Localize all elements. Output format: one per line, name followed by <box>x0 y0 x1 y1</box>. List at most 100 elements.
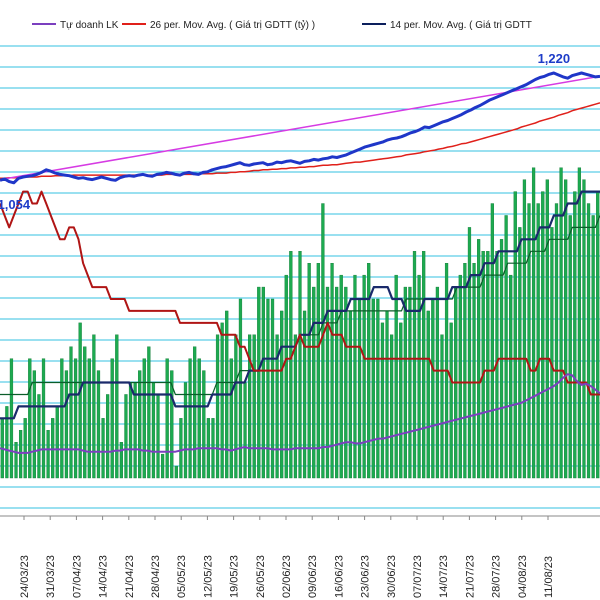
bar <box>234 334 238 479</box>
x-tick-label: 19/05/23 <box>229 555 241 598</box>
bar <box>357 298 362 479</box>
bar <box>179 418 183 479</box>
bar <box>385 310 389 479</box>
bar <box>417 274 421 479</box>
bar <box>32 370 36 479</box>
bar <box>41 358 46 479</box>
x-tick-label: 21/07/23 <box>464 555 476 598</box>
annotation-label: 1,054 <box>0 197 31 212</box>
bar <box>197 358 201 479</box>
bars <box>0 167 600 479</box>
bar <box>96 370 101 479</box>
x-tick-label: 28/04/23 <box>150 555 162 598</box>
bar <box>243 382 247 479</box>
tu-doanh-line <box>0 373 600 454</box>
bar <box>110 358 114 479</box>
bar <box>481 251 485 479</box>
bar <box>477 239 481 479</box>
bar <box>376 298 380 479</box>
bar <box>486 251 490 479</box>
bar <box>591 215 595 479</box>
bar <box>302 310 307 479</box>
bar <box>518 227 522 479</box>
bar <box>83 346 87 479</box>
bar <box>252 334 256 479</box>
x-tick-label: 30/06/23 <box>386 555 398 598</box>
bar <box>389 334 394 479</box>
bar <box>147 346 151 479</box>
bar <box>321 203 325 479</box>
x-tick-label: 28/07/23 <box>491 555 503 598</box>
bar <box>160 453 165 479</box>
bar <box>298 251 302 479</box>
bar <box>293 334 298 479</box>
bar <box>330 263 334 479</box>
bar <box>435 286 440 479</box>
x-tick-label: 26/05/23 <box>255 555 267 598</box>
bar <box>559 167 563 479</box>
bar <box>362 274 366 479</box>
bar <box>431 298 435 479</box>
bar <box>28 358 32 479</box>
bar <box>101 418 105 479</box>
bar <box>586 203 591 479</box>
bar <box>174 465 178 479</box>
bar <box>582 179 586 479</box>
series-lines <box>0 71 600 454</box>
bar <box>51 418 55 479</box>
bar <box>472 263 476 479</box>
bar <box>339 274 343 479</box>
bar <box>284 274 288 479</box>
x-tick-label: 31/03/23 <box>45 555 57 598</box>
bar <box>541 191 545 479</box>
bar <box>573 191 577 479</box>
bar <box>266 298 270 479</box>
bar <box>536 203 540 479</box>
bar <box>412 251 417 479</box>
bar <box>312 286 316 479</box>
bar <box>106 394 110 479</box>
legend: Tự doanh LK 26 per. Mov. Avg. ( Giá trị G… <box>32 19 532 31</box>
bar <box>78 322 82 479</box>
bar <box>504 215 508 479</box>
x-tick-label: 07/04/23 <box>71 555 83 598</box>
bar <box>449 322 453 479</box>
red-level-line <box>0 190 600 396</box>
x-tick-label: 11/08/23 <box>543 556 555 598</box>
bar <box>202 370 206 479</box>
bar <box>92 334 96 479</box>
bar <box>426 310 430 479</box>
x-tick-label: 16/06/23 <box>333 555 345 598</box>
bar <box>371 298 375 479</box>
bar <box>275 334 279 479</box>
bar <box>14 442 18 479</box>
bar <box>156 394 160 479</box>
annotations: 1,054 1,220 <box>0 51 570 212</box>
bar <box>261 286 265 479</box>
bar <box>5 406 9 479</box>
bar <box>467 227 472 479</box>
bar <box>289 251 293 479</box>
bar <box>522 179 527 479</box>
legend-label: 26 per. Mov. Avg. ( Giá trị GDTT (tỷ) ) <box>150 19 315 31</box>
x-tick-label: 14/07/23 <box>438 555 450 598</box>
bar <box>367 263 371 479</box>
bar <box>55 406 59 479</box>
bar <box>490 203 494 479</box>
bar <box>335 286 339 479</box>
bar <box>527 203 531 479</box>
bar <box>257 286 261 479</box>
x-tick-label: 12/05/23 <box>202 555 214 598</box>
bar <box>596 191 600 479</box>
x-tick-label: 09/06/23 <box>307 555 319 598</box>
bar <box>87 358 91 479</box>
bar <box>124 394 128 479</box>
bar <box>408 286 412 479</box>
bar <box>513 191 517 479</box>
bar <box>577 167 582 479</box>
bar <box>394 274 398 479</box>
bar <box>188 358 192 479</box>
bar <box>545 179 549 479</box>
bar <box>458 274 462 479</box>
